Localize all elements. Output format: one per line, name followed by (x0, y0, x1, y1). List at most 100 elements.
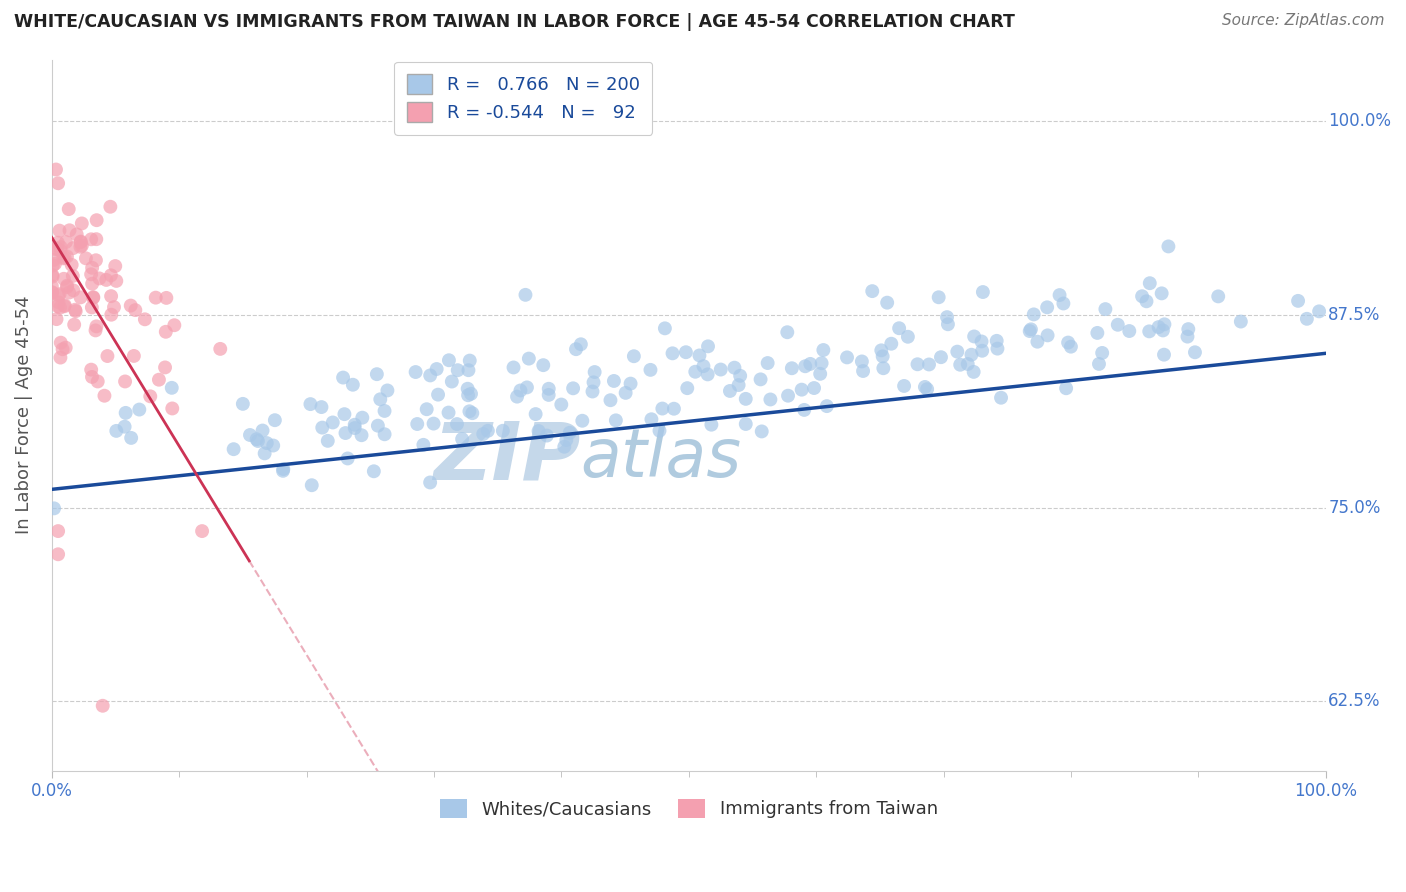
Point (558, 425, 581, 440)
Point (813, 343, 835, 357)
Point (163, 318, 186, 333)
Point (42, 259, 65, 273)
Point (273, 462, 295, 476)
Point (949, 358, 972, 372)
Point (311, 400, 333, 414)
Text: atlas: atlas (581, 425, 741, 491)
Point (367, 418, 389, 433)
Point (970, 334, 993, 349)
Point (803, 381, 825, 395)
Point (299, 397, 322, 411)
Text: WHITE/CAUCASIAN VS IMMIGRANTS FROM TAIWAN IN LABOR FORCE | AGE 45-54 CORRELATION: WHITE/CAUCASIAN VS IMMIGRANTS FROM TAIWA… (14, 13, 1015, 31)
Text: 62.5%: 62.5% (1329, 692, 1381, 710)
Point (46, 547, 69, 561)
Point (44, 257, 66, 271)
Point (103, 300, 125, 314)
Point (515, 288, 537, 302)
Point (675, 345, 697, 359)
Point (810, 356, 832, 370)
Point (477, 424, 499, 438)
Point (756, 356, 779, 370)
Point (124, 303, 146, 318)
Point (1177, 329, 1199, 343)
Y-axis label: In Labor Force | Age 45-54: In Labor Force | Age 45-54 (15, 296, 32, 534)
Point (457, 382, 479, 396)
Point (569, 337, 592, 351)
Point (246, 432, 269, 446)
Point (41, 268, 63, 282)
Point (162, 401, 184, 416)
Point (100, 268, 122, 283)
Point (48, 288, 70, 302)
Point (56, 280, 79, 294)
Text: 87.5%: 87.5% (1329, 306, 1381, 324)
Point (89, 271, 111, 285)
Point (58, 202, 80, 216)
Point (1286, 293, 1309, 308)
Point (527, 424, 550, 438)
Point (91, 698, 114, 713)
Point (46, 299, 69, 313)
Point (120, 299, 142, 313)
Point (114, 406, 136, 420)
Point (688, 348, 710, 362)
Point (734, 417, 756, 431)
Point (907, 357, 929, 371)
Point (311, 420, 333, 434)
Point (96, 349, 118, 363)
Point (956, 357, 979, 371)
Point (1157, 239, 1180, 253)
Point (252, 424, 274, 438)
Point (412, 438, 434, 452)
Point (1206, 289, 1229, 303)
Point (69, 290, 91, 304)
Point (793, 403, 815, 417)
Text: 75.0%: 75.0% (1329, 499, 1381, 516)
Point (929, 350, 952, 364)
Point (872, 361, 894, 376)
Point (440, 375, 463, 389)
Point (232, 397, 254, 411)
Point (1308, 304, 1330, 318)
Point (160, 381, 183, 395)
Point (1150, 286, 1173, 301)
Point (82, 290, 104, 304)
Point (104, 259, 127, 273)
Point (263, 413, 285, 427)
Point (516, 380, 538, 394)
Text: 100.0%: 100.0% (1329, 112, 1392, 130)
Point (191, 524, 214, 538)
Point (62, 241, 84, 255)
Point (458, 404, 481, 418)
Point (96, 273, 118, 287)
Point (69, 235, 91, 249)
Point (1130, 289, 1153, 303)
Point (139, 389, 162, 403)
Point (835, 351, 858, 365)
Point (640, 363, 662, 377)
Point (82, 260, 104, 275)
Point (648, 424, 671, 438)
Point (1018, 324, 1040, 338)
Point (49, 301, 72, 315)
Point (776, 389, 799, 403)
Point (155, 291, 177, 305)
Point (928, 290, 950, 304)
Point (100, 308, 122, 322)
Point (1085, 326, 1108, 340)
Point (437, 353, 460, 368)
Point (776, 325, 799, 339)
Point (654, 321, 676, 335)
Point (571, 414, 593, 428)
Point (55, 341, 77, 355)
Point (333, 407, 356, 421)
Point (86, 213, 108, 227)
Point (1152, 323, 1174, 337)
Point (918, 358, 941, 372)
Point (87, 375, 110, 389)
Point (145, 291, 167, 305)
Point (58, 285, 80, 300)
Point (851, 354, 873, 368)
Point (1296, 311, 1319, 326)
Point (790, 383, 813, 397)
